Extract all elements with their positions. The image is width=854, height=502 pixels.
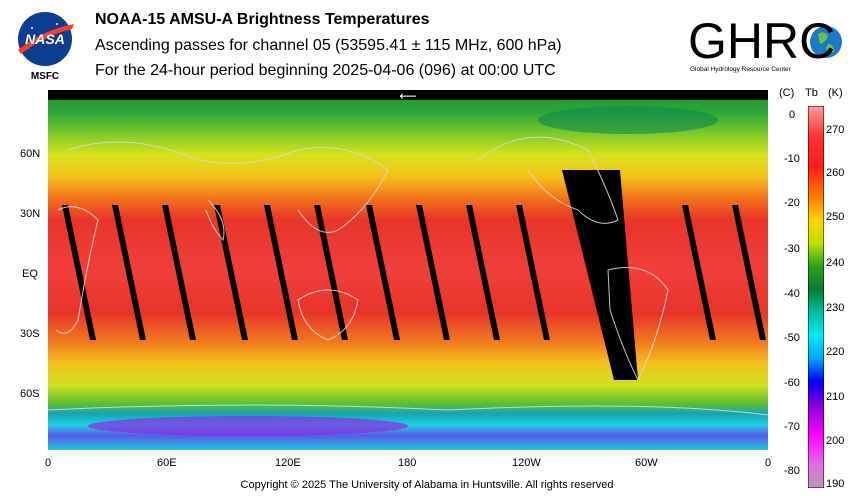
lat-label-60n: 60N (20, 148, 41, 160)
coastline-africa (55, 206, 99, 334)
coastline-eurasia (67, 141, 389, 233)
gap-swath (366, 205, 400, 340)
nasa-text: NASA (25, 31, 65, 47)
brightness-temperature-map: ⟵ (48, 90, 768, 450)
lat-label-30n: 30N (20, 208, 41, 220)
coastlines (48, 136, 768, 416)
cbar-c-tick: -10 (784, 153, 800, 165)
lon-label-0-right: 0 (765, 457, 772, 469)
page-subtitle-period: For the 24-hour period beginning 2025-04… (95, 62, 556, 79)
cbar-k-tick: 210 (826, 391, 845, 403)
arctic-cold-region (538, 106, 718, 134)
copyright-footer: Copyright © 2025 The University of Alaba… (240, 479, 614, 491)
lat-label-30s: 30S (20, 328, 40, 340)
lon-label-120e: 120E (275, 457, 301, 469)
cbar-c-tick: -80 (784, 465, 800, 477)
coastline-india (205, 199, 225, 241)
cbar-k-tick: 240 (826, 257, 845, 269)
cbar-k-tick: 250 (826, 211, 845, 223)
lon-label-120w: 120W (512, 457, 541, 469)
gap-swath (112, 205, 146, 340)
nasa-logo: NASA MSFC (18, 12, 74, 82)
page-title: NOAA-15 AMSU-A Brightness Temperatures (95, 11, 430, 28)
cbar-c-tick: -70 (784, 421, 800, 433)
cbar-c-tick: 0 (789, 109, 796, 121)
page-subtitle-channel: Ascending passes for channel 05 (53595.4… (95, 37, 562, 54)
colorbar-unit-tb: Tb (805, 87, 818, 99)
cbar-k-tick: 260 (826, 167, 845, 179)
cbar-k-tick: 220 (826, 346, 845, 358)
cbar-k-tick: 190 (826, 478, 845, 490)
gap-swath (416, 205, 450, 340)
coastline-north-america (477, 136, 619, 224)
lon-label-60e: 60E (157, 457, 177, 469)
ghrc-subtext: Global Hydrology Resource Center (690, 66, 792, 73)
gap-swath (732, 205, 766, 340)
cbar-c-tick: -30 (784, 243, 800, 255)
antarctic-cold-region (88, 416, 408, 436)
gap-swath (314, 205, 348, 340)
coastline-antarctica (48, 404, 768, 416)
map-background (48, 90, 768, 450)
gap-swath (264, 205, 298, 340)
temperature-colorbar (808, 106, 824, 488)
gap-swath (682, 205, 716, 340)
gap-swath (62, 205, 96, 340)
colorbar-fill (808, 106, 824, 488)
cbar-c-tick: -50 (784, 332, 800, 344)
cbar-k-tick: 230 (826, 302, 845, 314)
top-strip (48, 90, 768, 100)
direction-arrow: ⟵ (399, 90, 416, 103)
coastline-australia (297, 289, 359, 341)
gap-swath (516, 205, 550, 340)
cbar-c-tick: -40 (784, 288, 800, 300)
ghrc-text: GHRC (688, 13, 835, 69)
cbar-k-tick: 200 (826, 435, 845, 447)
lon-label-180: 180 (398, 457, 417, 469)
lat-label-60s: 60S (20, 388, 40, 400)
colorbar-unit-k: (K) (828, 87, 843, 99)
ghrc-logo: GHRC Global Hydrology Resource Center (688, 13, 842, 73)
lon-label-60w: 60W (635, 457, 658, 469)
colorbar-unit-c: (C) (779, 87, 795, 99)
lat-label-eq: EQ (22, 268, 38, 280)
cbar-c-tick: -60 (784, 377, 800, 389)
data-gap-swaths (62, 170, 766, 380)
msfc-label: MSFC (31, 71, 59, 82)
cbar-k-tick: 270 (826, 124, 845, 136)
missing-data-block (562, 170, 638, 380)
gap-swath (162, 205, 196, 340)
gap-swath (214, 205, 248, 340)
lon-label-0-left: 0 (45, 457, 52, 469)
coastline-south-america (607, 267, 669, 382)
cbar-c-tick: -20 (784, 197, 800, 209)
gap-swath (466, 205, 500, 340)
